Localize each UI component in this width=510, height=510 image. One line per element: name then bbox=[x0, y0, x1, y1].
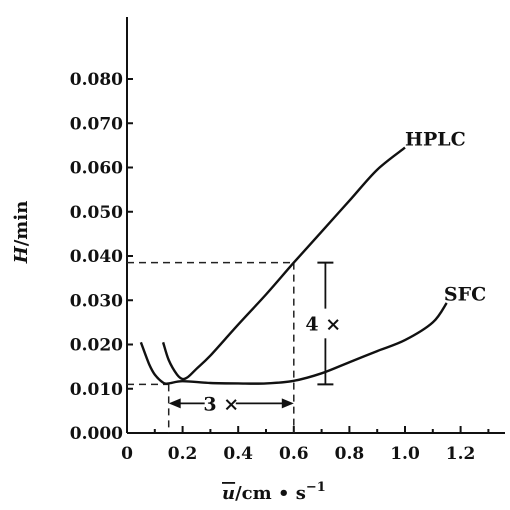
annotation-4x-label: 4 × bbox=[305, 313, 341, 335]
x-axis-title-unit: /cm • s bbox=[235, 483, 306, 504]
series-label-sfc: SFC bbox=[444, 284, 486, 306]
x-tick-label: 0.4 bbox=[223, 444, 253, 464]
x-tick-label: 0.8 bbox=[335, 444, 365, 464]
x-tick-label: 1.2 bbox=[446, 444, 476, 464]
x-axis-title-exponent: −1 bbox=[306, 480, 326, 495]
series-line-hplc bbox=[161, 146, 406, 381]
y-tick-label: 0.080 bbox=[70, 70, 123, 90]
dashed-guides bbox=[127, 261, 295, 433]
y-tick-label: 0.040 bbox=[70, 247, 123, 267]
y-tick-label: 0.050 bbox=[70, 203, 123, 223]
y-axis-title: H/min bbox=[11, 201, 32, 265]
annotation-3x-label: 3 × bbox=[203, 393, 239, 415]
axes: 0.000 0.010 0.020 0.030 0.040 0.050 0.060 0.070… bbox=[70, 17, 505, 464]
y-axis-title-unit: /min bbox=[11, 201, 32, 247]
x-axis-title-main: u bbox=[222, 483, 235, 504]
y-axis-title-main: H bbox=[11, 245, 32, 264]
x-tick-label: 0 bbox=[121, 444, 133, 464]
annotations: 3 × 4 × bbox=[168, 261, 341, 415]
arrow-3x-head-left bbox=[168, 398, 181, 409]
x-axis-title: u/cm • s−1 bbox=[222, 480, 326, 504]
y-tick-label: 0.070 bbox=[70, 114, 123, 134]
y-tick-label: 0.060 bbox=[70, 159, 123, 179]
x-tick-label: 0.2 bbox=[168, 444, 198, 464]
x-tick-label: 0.6 bbox=[279, 444, 309, 464]
labels: HPLC SFC bbox=[405, 129, 486, 306]
y-tick-label: 0.000 bbox=[70, 424, 123, 444]
series-label-hplc: HPLC bbox=[405, 129, 466, 151]
y-tick-label: 0.010 bbox=[70, 380, 123, 400]
x-tick-label: 1.0 bbox=[390, 444, 420, 464]
series-lines bbox=[139, 146, 448, 385]
arrow-3x-head-right bbox=[281, 398, 294, 409]
y-tick-label: 0.030 bbox=[70, 291, 123, 311]
y-tick-label: 0.020 bbox=[70, 336, 123, 356]
series-line-sfc bbox=[139, 302, 448, 385]
